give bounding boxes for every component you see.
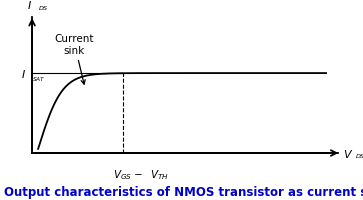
Text: $V_{TH}$: $V_{TH}$ [150, 167, 169, 181]
Text: $_{DS}$: $_{DS}$ [355, 151, 363, 160]
Text: $_{SAT}$: $_{SAT}$ [32, 75, 46, 84]
Text: $V_{GS}$: $V_{GS}$ [114, 167, 132, 181]
Text: Current
sink: Current sink [55, 34, 94, 85]
Text: $I$: $I$ [21, 68, 26, 80]
Text: Output characteristics of NMOS transistor as current sink: Output characteristics of NMOS transisto… [4, 185, 363, 198]
Text: $_{DS}$: $_{DS}$ [38, 4, 49, 13]
Text: $I$: $I$ [27, 0, 32, 11]
Text: $V$: $V$ [343, 147, 353, 159]
Text: $-$: $-$ [133, 167, 143, 177]
